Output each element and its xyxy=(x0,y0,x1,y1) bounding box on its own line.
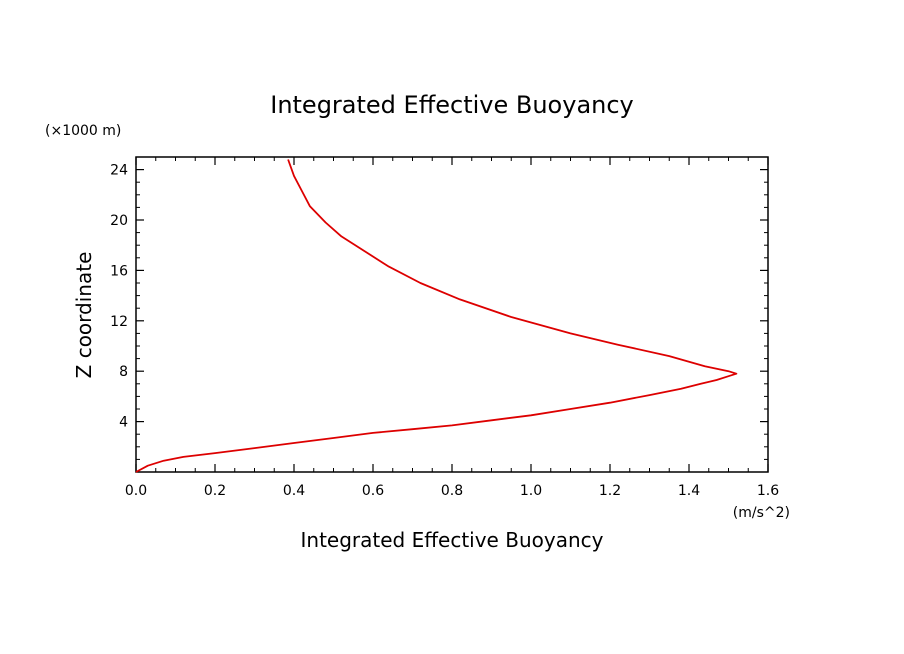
x-tick-label: 0.2 xyxy=(204,483,226,499)
y-tick-label: 8 xyxy=(119,364,128,380)
y-tick-label: 16 xyxy=(110,263,128,279)
x-tick-label: 0.8 xyxy=(441,483,463,499)
series-line xyxy=(135,159,738,473)
x-axis-ticks: 0.0 0.2 0.4 0.6 0.8 1.0 1.2 1.4 1.6 xyxy=(125,157,779,499)
chart-title: Integrated Effective Buoyancy xyxy=(270,91,634,119)
x-unit-label: (m/s^2) xyxy=(733,505,790,521)
x-tick-label: 1.2 xyxy=(599,483,621,499)
y-tick-label: 20 xyxy=(110,213,128,229)
y-tick-label: 4 xyxy=(119,415,128,431)
x-axis-label: Integrated Effective Buoyancy xyxy=(301,528,604,552)
y-tick-label: 12 xyxy=(110,314,128,330)
y-axis-ticks: 4 8 12 16 20 24 xyxy=(110,163,768,460)
x-tick-label: 1.4 xyxy=(678,483,700,499)
x-tick-label: 0.4 xyxy=(283,483,305,499)
x-tick-label: 1.0 xyxy=(520,483,542,499)
series-layer xyxy=(135,159,738,473)
y-unit-label: (×1000 m) xyxy=(45,123,121,139)
x-tick-label: 0.0 xyxy=(125,483,147,499)
y-axis-label: Z coordinate xyxy=(72,252,96,379)
x-tick-label: 0.6 xyxy=(362,483,384,499)
x-tick-label: 1.6 xyxy=(757,483,779,499)
y-tick-label: 24 xyxy=(110,163,128,179)
